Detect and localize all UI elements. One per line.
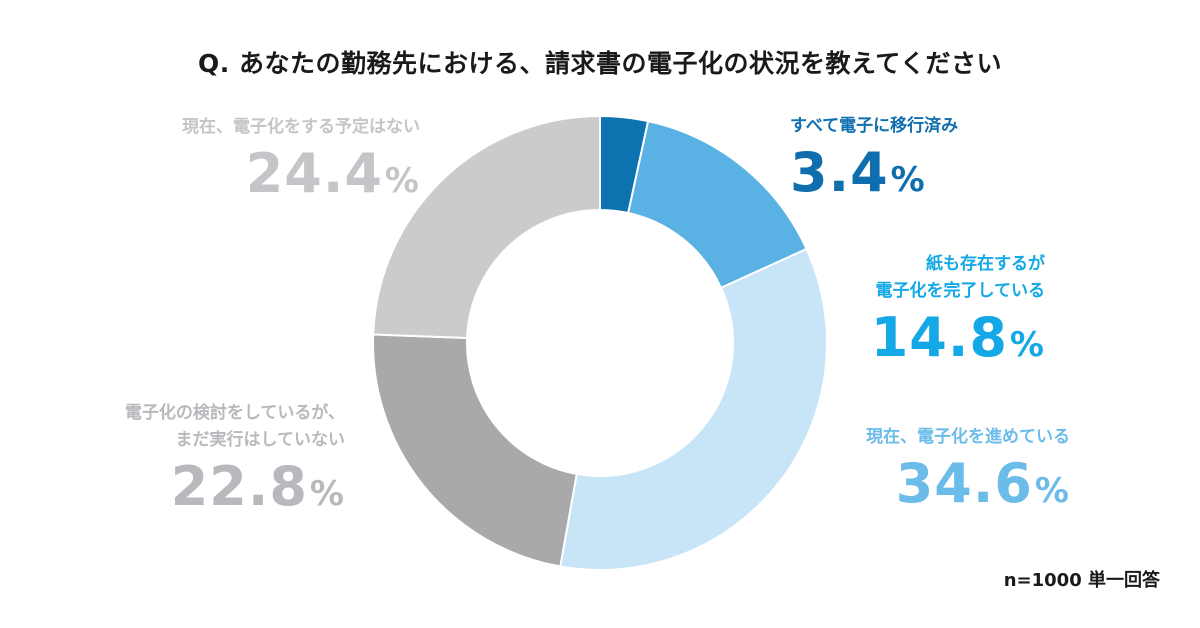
slice-no-plan bbox=[372, 114, 601, 340]
category-label: 現在、電子化をする予定はない bbox=[182, 117, 420, 137]
label-in-progress: 現在、電子化を進めている 34.6% bbox=[720, 424, 1070, 511]
percent-sign: % bbox=[1009, 325, 1045, 365]
category-label: 現在、電子化を進めている bbox=[866, 427, 1070, 447]
category-label: 電子化の検討をしているが、 まだ実行はしていない bbox=[124, 403, 345, 450]
category-label: 紙も存在するが 電子化を完了している bbox=[875, 254, 1046, 301]
label-considering: 電子化の検討をしているが、 まだ実行はしていない 22.8% bbox=[0, 400, 345, 514]
percent-sign: % bbox=[1034, 471, 1070, 511]
value-number: 14.8 bbox=[870, 306, 1008, 369]
slice-considering bbox=[372, 333, 578, 568]
sample-size-note: n=1000 単一回答 bbox=[1003, 570, 1160, 591]
value-label: 14.8% bbox=[720, 311, 1045, 365]
label-paper-and-electronic: 紙も存在するが 電子化を完了している 14.8% bbox=[720, 251, 1045, 365]
donut-slices bbox=[372, 114, 828, 571]
chart-title: Q. あなたの勤務先における、請求書の電子化の状況を教えてください bbox=[198, 49, 1002, 78]
value-number: 3.4 bbox=[790, 141, 889, 204]
percent-sign: % bbox=[384, 161, 420, 201]
label-no-plan: 現在、電子化をする予定はない 24.4% bbox=[40, 114, 420, 201]
percent-sign: % bbox=[309, 474, 345, 514]
slice-in-progress bbox=[559, 247, 828, 571]
value-label: 24.4% bbox=[40, 147, 420, 201]
value-label: 34.6% bbox=[720, 457, 1070, 511]
percent-sign: % bbox=[890, 160, 926, 200]
value-number: 22.8 bbox=[170, 455, 308, 518]
value-number: 24.4 bbox=[245, 142, 383, 205]
value-label: 22.8% bbox=[0, 460, 345, 514]
label-fully-electronic: すべて電子に移行済み 3.4% bbox=[790, 113, 1150, 200]
value-number: 34.6 bbox=[895, 452, 1033, 515]
value-label: 3.4% bbox=[790, 146, 1150, 200]
category-label: すべて電子に移行済み bbox=[790, 116, 959, 136]
